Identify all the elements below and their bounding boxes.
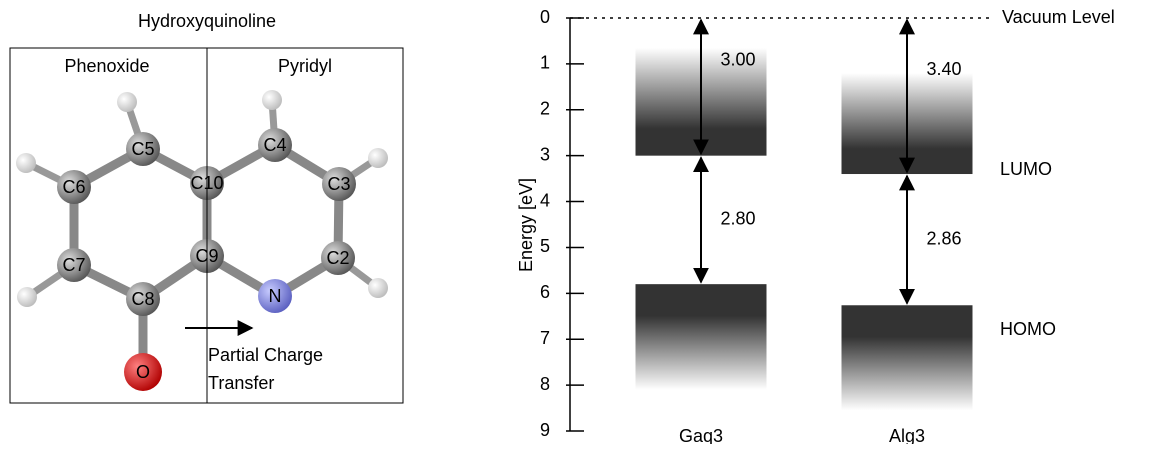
- value-label: 2.80: [720, 209, 755, 229]
- atom: [258, 279, 292, 313]
- hydrogen: [262, 90, 282, 110]
- atom: [124, 353, 162, 391]
- y-axis-label: Energy [eV]: [516, 178, 536, 272]
- y-tick-label: 1: [540, 53, 550, 73]
- hydrogen: [17, 287, 37, 307]
- atom: [57, 248, 91, 282]
- hydrogen: [16, 153, 36, 173]
- atom-label: N: [269, 286, 282, 306]
- y-tick-label: 6: [540, 282, 550, 302]
- y-tick-label: 9: [540, 420, 550, 440]
- y-tick-label: 2: [540, 99, 550, 119]
- region-label: Pyridyl: [278, 56, 332, 76]
- atom: [126, 282, 160, 316]
- hydrogen: [117, 92, 137, 112]
- value-label: 2.86: [926, 228, 961, 248]
- homo-band: [841, 305, 973, 411]
- atom-label: C6: [62, 177, 85, 197]
- x-tick-label: Alg3: [889, 426, 925, 444]
- atom-label: C2: [326, 248, 349, 268]
- y-tick-label: 0: [540, 7, 550, 27]
- reference-label: Vacuum Level: [1002, 7, 1115, 27]
- region-label: Phenoxide: [64, 56, 149, 76]
- atom: [258, 128, 292, 162]
- y-tick-label: 5: [540, 236, 550, 256]
- atom-label: C3: [327, 174, 350, 194]
- x-tick-label: Gaq3: [679, 426, 723, 444]
- arrow-label: Partial Charge: [208, 345, 323, 365]
- y-tick-label: 3: [540, 144, 550, 164]
- y-tick-label: 8: [540, 374, 550, 394]
- atom-label: C4: [263, 135, 286, 155]
- atom-label: C5: [131, 139, 154, 159]
- value-label: 3.00: [720, 50, 755, 70]
- homo-band: [635, 284, 767, 390]
- atom-label: C8: [131, 289, 154, 309]
- value-label: 3.40: [926, 59, 961, 79]
- hydrogen: [368, 148, 388, 168]
- atom: [321, 241, 355, 275]
- atom: [322, 167, 356, 201]
- atom-label: C7: [62, 255, 85, 275]
- level-label: LUMO: [1000, 159, 1052, 179]
- level-label: HOMO: [1000, 319, 1056, 339]
- diagram-title: Hydroxyquinoline: [138, 11, 276, 31]
- atom: [57, 170, 91, 204]
- hydrogen: [368, 278, 388, 298]
- atom-label: O: [136, 362, 150, 382]
- y-tick-label: 4: [540, 190, 550, 210]
- y-tick-label: 7: [540, 328, 550, 348]
- atom: [126, 132, 160, 166]
- arrow-label: Transfer: [208, 373, 274, 393]
